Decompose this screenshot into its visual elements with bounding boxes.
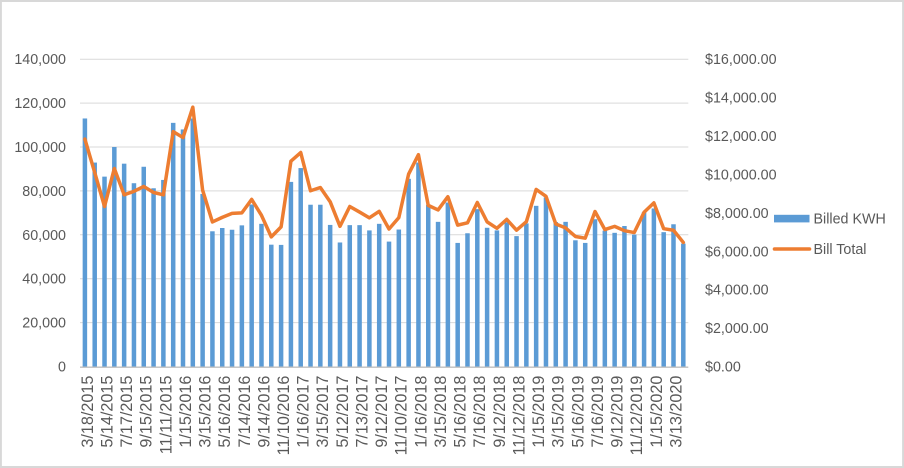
svg-text:9/12/2017: 9/12/2017 <box>373 376 391 448</box>
svg-text:9/12/2018: 9/12/2018 <box>491 376 509 448</box>
svg-text:11/11/2015: 11/11/2015 <box>157 376 175 455</box>
svg-text:Billed KWH: Billed KWH <box>814 212 886 228</box>
svg-text:5/16/2019: 5/16/2019 <box>569 376 587 448</box>
svg-text:5/14/2015: 5/14/2015 <box>98 376 116 448</box>
svg-text:1/15/2016: 1/15/2016 <box>177 376 195 448</box>
svg-text:5/12/2017: 5/12/2017 <box>334 376 352 448</box>
svg-text:7/14/2016: 7/14/2016 <box>236 376 254 448</box>
svg-text:$2,000.00: $2,000.00 <box>705 321 769 337</box>
svg-text:$0.00: $0.00 <box>705 360 741 376</box>
svg-text:7/16/2019: 7/16/2019 <box>589 376 607 448</box>
svg-text:$6,000.00: $6,000.00 <box>705 244 769 260</box>
svg-text:60,000: 60,000 <box>22 228 66 244</box>
svg-text:7/17/2015: 7/17/2015 <box>118 376 136 448</box>
svg-text:100,000: 100,000 <box>14 140 66 156</box>
svg-text:11/12/2019: 11/12/2019 <box>628 376 646 456</box>
svg-text:3/15/2017: 3/15/2017 <box>314 376 332 448</box>
svg-text:$16,000.00: $16,000.00 <box>705 52 777 68</box>
svg-text:$8,000.00: $8,000.00 <box>705 206 769 222</box>
svg-text:5/16/2018: 5/16/2018 <box>452 376 470 448</box>
svg-text:$4,000.00: $4,000.00 <box>705 283 769 299</box>
svg-text:40,000: 40,000 <box>22 272 66 288</box>
svg-text:11/10/2016: 11/10/2016 <box>275 376 293 456</box>
svg-text:3/15/2016: 3/15/2016 <box>197 376 215 448</box>
svg-text:1/15/2020: 1/15/2020 <box>648 376 666 448</box>
svg-text:$10,000.00: $10,000.00 <box>705 167 777 183</box>
svg-text:$14,000.00: $14,000.00 <box>705 91 777 107</box>
svg-text:11/10/2017: 11/10/2017 <box>393 376 411 456</box>
svg-text:5/16/2016: 5/16/2016 <box>216 376 234 448</box>
svg-text:1/15/2019: 1/15/2019 <box>530 376 548 448</box>
svg-text:0: 0 <box>58 360 66 376</box>
svg-text:80,000: 80,000 <box>22 184 66 200</box>
svg-text:9/15/2015: 9/15/2015 <box>138 376 156 448</box>
svg-text:140,000: 140,000 <box>14 52 66 68</box>
svg-text:3/18/2015: 3/18/2015 <box>79 376 97 448</box>
svg-text:20,000: 20,000 <box>22 316 66 332</box>
svg-text:Bill Total: Bill Total <box>814 242 867 258</box>
svg-text:9/12/2019: 9/12/2019 <box>609 376 627 448</box>
svg-text:1/16/2018: 1/16/2018 <box>412 376 430 448</box>
svg-text:9/14/2016: 9/14/2016 <box>255 376 273 448</box>
svg-text:3/13/2020: 3/13/2020 <box>667 376 685 448</box>
svg-text:$12,000.00: $12,000.00 <box>705 129 777 145</box>
svg-text:7/16/2018: 7/16/2018 <box>471 376 489 448</box>
svg-text:7/13/2017: 7/13/2017 <box>353 376 371 448</box>
svg-text:1/16/2017: 1/16/2017 <box>295 376 313 448</box>
svg-text:120,000: 120,000 <box>14 96 66 112</box>
svg-text:3/15/2019: 3/15/2019 <box>550 376 568 448</box>
svg-text:3/15/2018: 3/15/2018 <box>432 376 450 448</box>
svg-text:11/12/2018: 11/12/2018 <box>510 376 528 456</box>
